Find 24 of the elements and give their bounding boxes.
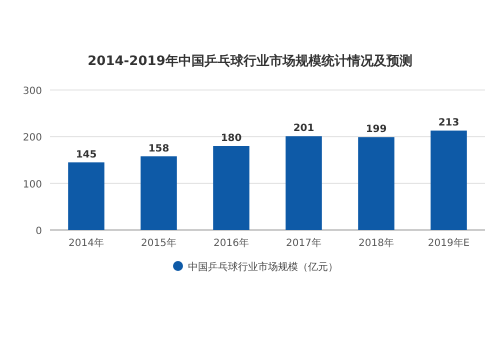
x-tick-label: 2014年 [68,237,104,249]
x-tick-label: 2017年 [286,237,322,249]
bar [358,137,394,230]
data-label: 213 [438,118,460,129]
y-tick-label: 300 [22,86,42,97]
data-label: 201 [293,123,314,134]
y-tick-label: 100 [22,179,42,190]
bar [286,136,322,230]
x-tick-label: 2019年E [428,237,470,249]
chart-title: 2014-2019年中国乒乓球行业市场规模统计情况及预测 [88,53,412,69]
legend-label: 中国乒乓球行业市场规模（亿元） [188,261,338,273]
x-tick-label: 2016年 [214,237,249,249]
bar [430,130,467,230]
bar [68,162,104,230]
data-label: 199 [366,124,387,136]
data-label: 158 [148,143,170,154]
x-tick-label: 2015年 [141,237,176,249]
x-tick-label: 2018年 [358,237,394,249]
bar [213,146,250,230]
y-tick-label: 0 [36,226,42,237]
y-tick-label: 200 [22,132,42,144]
data-label: 145 [76,149,97,160]
data-label: 180 [220,133,242,144]
bar [140,156,177,230]
